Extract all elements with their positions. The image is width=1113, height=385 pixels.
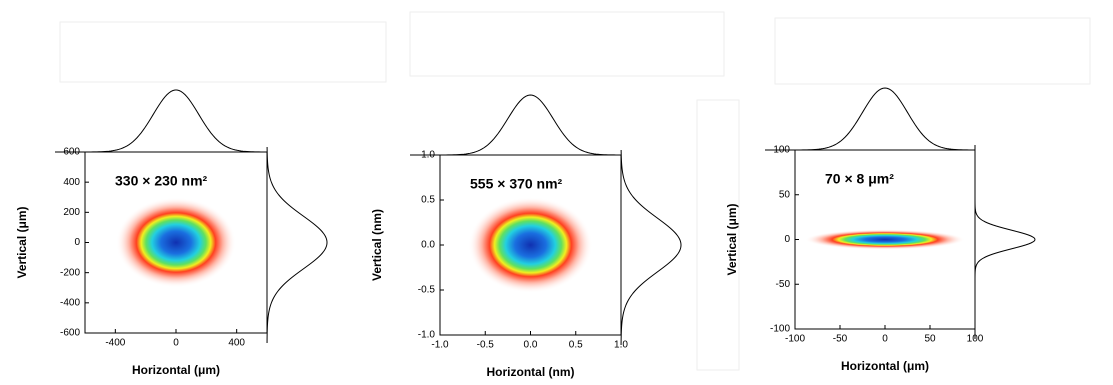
x-axis-label: Horizontal (μm)	[841, 359, 929, 373]
y-tick-label: 100	[773, 145, 790, 156]
x-tick-label: -1.0	[431, 340, 449, 351]
y-tick-label: 600	[63, 147, 80, 158]
blank-box	[775, 18, 1090, 84]
y-tick-label: 50	[779, 189, 791, 200]
y-tick-label: 0	[784, 234, 790, 245]
y-tick-label: 200	[63, 207, 80, 218]
y-tick-label: -0.5	[418, 285, 436, 296]
y-tick-label: -50	[776, 279, 791, 290]
y-tick-label: 0	[74, 237, 80, 248]
x-tick-label: 100	[967, 334, 984, 345]
y-axis-label: Vertical (μm)	[15, 206, 29, 278]
beam-spot	[469, 197, 593, 293]
x-tick-label: 50	[924, 334, 936, 345]
blank-box	[410, 12, 724, 76]
y-tick-label: -200	[60, 267, 80, 278]
figure: -400 0 400 -600 -400 -200 0 200 400 600 330 × 230 …	[0, 0, 1113, 385]
x-tick-label: 0.0	[524, 340, 538, 351]
x-tick-label: 0	[882, 334, 888, 345]
beam-spot	[116, 198, 236, 288]
blank-box	[60, 22, 386, 82]
y-tick-label: -600	[60, 328, 80, 339]
x-tick-label: -100	[785, 334, 805, 345]
annotation: 330 × 230 nm²	[115, 173, 208, 189]
profile-top	[55, 90, 267, 152]
y-axis-label: Vertical (μm)	[725, 203, 739, 275]
y-tick-label: -400	[60, 297, 80, 308]
x-axis-label: Horizontal (μm)	[132, 363, 220, 377]
y-tick-label: 0.5	[421, 195, 435, 206]
beam-spot	[805, 230, 965, 250]
y-tick-label: -100	[770, 324, 790, 335]
x-tick-label: 0	[173, 338, 179, 349]
y-tick-label: -1.0	[418, 330, 436, 341]
y-tick-label: 400	[63, 177, 80, 188]
profile-side	[975, 145, 1035, 339]
y-tick-label: 0.0	[421, 240, 435, 251]
y-tick-label: 1.0	[421, 150, 435, 161]
annotation: 70 × 8 μm²	[825, 171, 894, 187]
profile-top	[765, 88, 975, 150]
annotation: 555 × 370 nm²	[470, 176, 563, 192]
x-tick-label: -0.5	[477, 340, 495, 351]
y-axis-label: Vertical (nm)	[370, 209, 384, 281]
x-tick-label: 0.5	[569, 340, 583, 351]
x-tick-label: 1.0	[614, 340, 628, 351]
profile-side	[621, 150, 681, 345]
x-axis-label: Horizontal (nm)	[487, 365, 575, 379]
profile-top	[410, 95, 620, 155]
x-tick-label: 400	[228, 338, 245, 349]
profile-side	[267, 147, 327, 343]
x-tick-label: -50	[833, 334, 848, 345]
x-tick-label: -400	[105, 338, 125, 349]
